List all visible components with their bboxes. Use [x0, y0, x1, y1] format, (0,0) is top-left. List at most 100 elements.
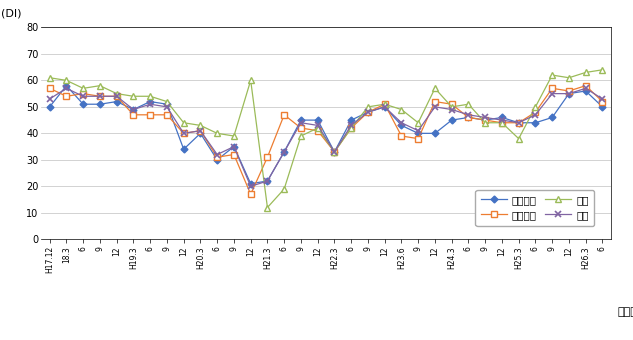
家計動向 — [599, 105, 606, 109]
企業動向 — [297, 126, 304, 130]
雇用 — [314, 126, 322, 130]
合計 — [565, 91, 573, 96]
合計 — [130, 107, 137, 112]
合計 — [415, 129, 422, 133]
雇用 — [180, 121, 187, 125]
家計動向 — [63, 84, 70, 88]
合計 — [63, 86, 70, 90]
家計動向 — [314, 118, 322, 122]
企業動向 — [180, 131, 187, 135]
合計 — [398, 121, 405, 125]
家計動向 — [230, 144, 238, 149]
家計動向 — [79, 102, 87, 106]
企業動向 — [582, 84, 589, 88]
雇用 — [415, 121, 422, 125]
合計 — [482, 115, 489, 119]
雇用 — [548, 73, 556, 77]
合計 — [113, 94, 120, 98]
雇用 — [297, 134, 304, 138]
合計 — [213, 153, 221, 157]
企業動向 — [431, 100, 439, 104]
企業動向 — [482, 118, 489, 122]
雇用 — [96, 84, 104, 88]
雇用 — [79, 86, 87, 90]
合計 — [465, 113, 472, 117]
企業動向 — [532, 110, 539, 114]
雇用 — [247, 78, 254, 82]
Text: (DI): (DI) — [1, 9, 22, 19]
企業動向 — [599, 100, 606, 104]
合計 — [548, 91, 556, 96]
合計 — [46, 97, 53, 101]
企業動向 — [247, 192, 254, 196]
雇用 — [565, 76, 573, 80]
家計動向 — [163, 102, 171, 106]
合計 — [314, 123, 322, 128]
雇用 — [146, 94, 154, 98]
企業動向 — [130, 113, 137, 117]
雇用 — [448, 105, 456, 109]
家計動向 — [582, 89, 589, 93]
雇用 — [465, 102, 472, 106]
合計 — [230, 144, 238, 149]
Line: 企業動向: 企業動向 — [47, 83, 605, 197]
企業動向 — [348, 126, 355, 130]
家計動向 — [565, 91, 573, 96]
企業動向 — [230, 153, 238, 157]
合計 — [582, 86, 589, 90]
家計動向 — [263, 179, 271, 183]
Line: 雇用: 雇用 — [46, 66, 606, 211]
家計動向 — [247, 182, 254, 186]
合計 — [197, 129, 204, 133]
合計 — [180, 131, 187, 135]
Line: 家計動向: 家計動向 — [47, 83, 605, 186]
合計 — [348, 123, 355, 128]
家計動向 — [498, 115, 506, 119]
家計動向 — [197, 131, 204, 135]
雇用 — [431, 86, 439, 90]
企業動向 — [548, 86, 556, 90]
企業動向 — [448, 102, 456, 106]
企業動向 — [364, 110, 372, 114]
雇用 — [599, 68, 606, 72]
雇用 — [46, 76, 53, 80]
雇用 — [348, 126, 355, 130]
家計動向 — [431, 131, 439, 135]
企業動向 — [213, 155, 221, 159]
合計 — [599, 97, 606, 101]
企業動向 — [515, 121, 522, 125]
合計 — [498, 118, 506, 122]
家計動向 — [330, 150, 338, 154]
企業動向 — [163, 113, 171, 117]
企業動向 — [96, 94, 104, 98]
家計動向 — [465, 115, 472, 119]
家計動向 — [348, 118, 355, 122]
雇用 — [515, 137, 522, 141]
雇用 — [263, 205, 271, 209]
家計動向 — [364, 110, 372, 114]
企業動向 — [565, 89, 573, 93]
雇用 — [197, 123, 204, 128]
家計動向 — [130, 107, 137, 112]
企業動向 — [63, 94, 70, 98]
家計動向 — [297, 118, 304, 122]
合計 — [79, 94, 87, 98]
雇用 — [532, 105, 539, 109]
X-axis label: （月）: （月） — [618, 307, 633, 317]
家計動向 — [280, 150, 288, 154]
雇用 — [381, 102, 389, 106]
家計動向 — [180, 147, 187, 151]
雇用 — [130, 94, 137, 98]
合計 — [146, 102, 154, 106]
合計 — [330, 150, 338, 154]
家計動向 — [381, 105, 389, 109]
雇用 — [398, 107, 405, 112]
Line: 合計: 合計 — [46, 85, 606, 190]
家計動向 — [113, 100, 120, 104]
合計 — [297, 121, 304, 125]
合計 — [280, 150, 288, 154]
Legend: 家計動向, 企業動向, 雇用, 合計: 家計動向, 企業動向, 雇用, 合計 — [475, 189, 594, 226]
企業動向 — [113, 94, 120, 98]
家計動向 — [548, 115, 556, 119]
雇用 — [163, 100, 171, 104]
